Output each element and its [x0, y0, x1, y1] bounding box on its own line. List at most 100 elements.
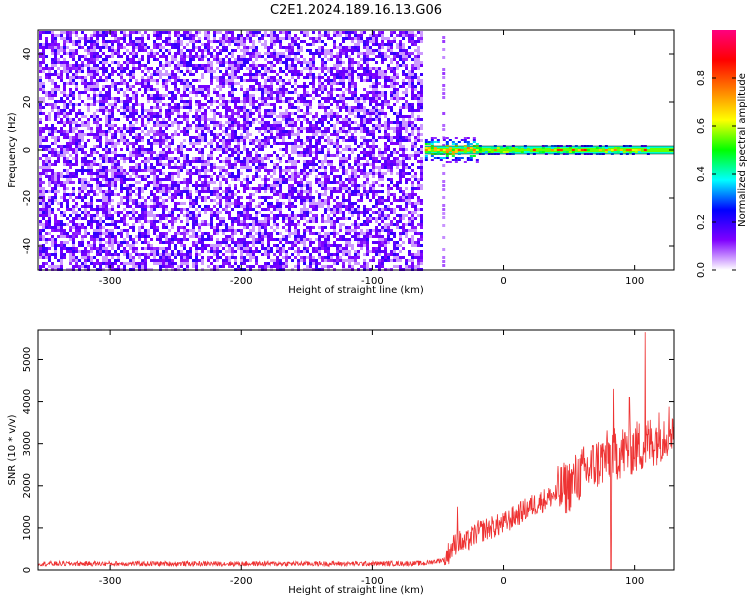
- heatmap-cell: [117, 211, 120, 214]
- heatmap-cell: [129, 199, 132, 202]
- heatmap-cell: [177, 148, 180, 151]
- heatmap-cell: [57, 115, 60, 118]
- heatmap-cell: [210, 193, 213, 196]
- heatmap-cell: [120, 43, 123, 46]
- heatmap-cell: [96, 220, 99, 223]
- heatmap-cell: [195, 118, 198, 121]
- heatmap-cell: [117, 40, 120, 43]
- heatmap-cell: [111, 184, 114, 187]
- heatmap-cell: [105, 190, 108, 193]
- heatmap-cell: [279, 253, 282, 256]
- heatmap-cell: [129, 160, 132, 163]
- heatmap-cell: [306, 190, 309, 193]
- heatmap-cell: [318, 232, 321, 235]
- heatmap-cell: [243, 256, 246, 259]
- heatmap-cell: [324, 202, 327, 205]
- heatmap-cell: [249, 160, 252, 163]
- heatmap-cell: [168, 64, 171, 67]
- heatmap-cell: [54, 55, 57, 58]
- heatmap-cell: [201, 175, 204, 178]
- heatmap-cell: [213, 100, 216, 103]
- heatmap-cell: [147, 85, 150, 88]
- heatmap-cell: [186, 232, 189, 235]
- heatmap-cell: [195, 67, 198, 70]
- heatmap-cell: [324, 97, 327, 100]
- heatmap-cell: [207, 265, 210, 268]
- heatmap-cell: [306, 172, 309, 175]
- heatmap-cell: [39, 127, 42, 130]
- heatmap-cell: [255, 139, 258, 142]
- heatmap-cell: [48, 259, 51, 262]
- heatmap-cell: [57, 265, 60, 268]
- heatmap-cell: [264, 178, 267, 181]
- heatmap-cell: [90, 187, 93, 190]
- heatmap-cell: [168, 244, 171, 247]
- heatmap-cell: [198, 106, 201, 109]
- heatmap-cell: [105, 160, 108, 163]
- heatmap-cell: [105, 121, 108, 124]
- heatmap-cell: [42, 208, 45, 211]
- heatmap-cell: [75, 73, 78, 76]
- heatmap-cell: [141, 40, 144, 43]
- heatmap-cell: [51, 211, 54, 214]
- heatmap-cell: [186, 34, 189, 37]
- heatmap-cell: [309, 67, 312, 70]
- heatmap-cell: [321, 265, 324, 268]
- heatmap-cell: [258, 235, 261, 238]
- heatmap-cell: [204, 220, 207, 223]
- heatmap-cell: [84, 142, 87, 145]
- heatmap-cell: [327, 79, 330, 82]
- heatmap-cell: [237, 136, 240, 139]
- heatmap-cell: [243, 226, 246, 229]
- heatmap-cell: [156, 124, 159, 127]
- heatmap-cell: [117, 52, 120, 55]
- heatmap-cell: [219, 31, 222, 34]
- heatmap-cell: [39, 67, 42, 70]
- heatmap-cell: [69, 64, 72, 67]
- heatmap-cell: [276, 82, 279, 85]
- heatmap-cell: [198, 151, 201, 154]
- heatmap-cell: [120, 169, 123, 172]
- heatmap-cell: [315, 247, 318, 250]
- heatmap-cell: [105, 157, 108, 160]
- heatmap-cell: [213, 121, 216, 124]
- heatmap-cell: [162, 190, 165, 193]
- heatmap-cell: [159, 262, 162, 265]
- heatmap-cell: [93, 241, 96, 244]
- heatmap-cell: [321, 193, 324, 196]
- heatmap-cell: [300, 109, 303, 112]
- heatmap-cell: [57, 34, 60, 37]
- heatmap-cell: [192, 58, 195, 61]
- heatmap-cell: [129, 253, 132, 256]
- heatmap-cell: [141, 115, 144, 118]
- heatmap-cell: [300, 31, 303, 34]
- heatmap-cell: [225, 238, 228, 241]
- heatmap-cell: [213, 31, 216, 34]
- heatmap-cell: [306, 91, 309, 94]
- heatmap-cell: [264, 208, 267, 211]
- heatmap-cell: [132, 46, 135, 49]
- heatmap-cell: [66, 157, 69, 160]
- heatmap-cell: [63, 175, 66, 178]
- heatmap-cell: [66, 208, 69, 211]
- heatmap-cell: [84, 145, 87, 148]
- heatmap-cell: [138, 163, 141, 166]
- heatmap-cell: [168, 145, 171, 148]
- heatmap-cell: [63, 130, 66, 133]
- heatmap-cell: [204, 34, 207, 37]
- heatmap-cell: [105, 31, 108, 34]
- heatmap-cell: [297, 73, 300, 76]
- heatmap-cell: [171, 217, 174, 220]
- heatmap-cell: [297, 247, 300, 250]
- heatmap-cell: [96, 250, 99, 253]
- heatmap-cell: [282, 130, 285, 133]
- heatmap-cell: [321, 214, 324, 217]
- heatmap-cell: [198, 136, 201, 139]
- heatmap-cell: [252, 40, 255, 43]
- heatmap-cell: [312, 259, 315, 262]
- heatmap-cell: [153, 34, 156, 37]
- heatmap-cell: [225, 115, 228, 118]
- heatmap-cell: [42, 160, 45, 163]
- heatmap-cell: [90, 82, 93, 85]
- heatmap-cell: [87, 256, 90, 259]
